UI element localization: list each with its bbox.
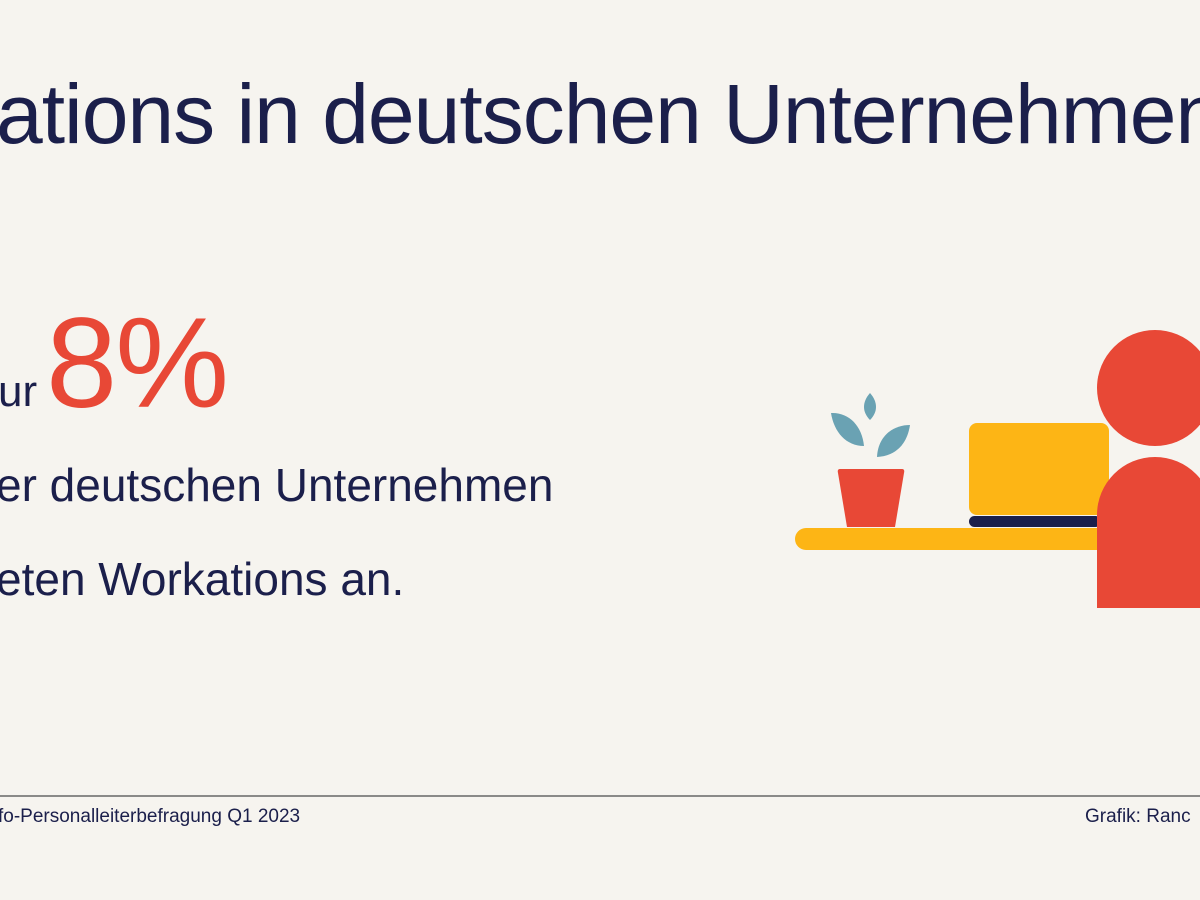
laptop-icon	[969, 423, 1109, 527]
footer-divider	[0, 795, 1200, 797]
plant-icon	[831, 393, 910, 527]
statement-lead: ur	[0, 367, 38, 416]
statement-line-2: eten Workations an.	[0, 553, 405, 605]
person-icon	[1097, 330, 1200, 608]
graphic-credit: Grafik: Ranc	[1085, 806, 1191, 827]
headline: ations in deutschen Unternehmen	[0, 67, 1200, 161]
highlight-percent: 8%	[46, 292, 229, 435]
source-note: fo-Personalleiterbefragung Q1 2023	[0, 806, 301, 827]
desk-shelf	[795, 528, 1115, 550]
statement-line-1: er deutschen Unternehmen	[0, 459, 554, 511]
